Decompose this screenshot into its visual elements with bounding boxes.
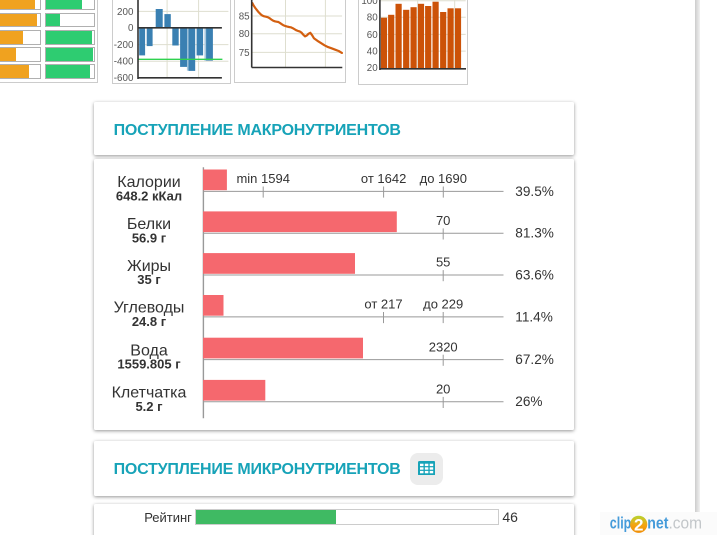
svg-text:56.9 г: 56.9 г: [132, 230, 167, 245]
svg-text:70: 70: [436, 213, 450, 228]
svg-text:85: 85: [239, 11, 250, 22]
svg-text:20: 20: [367, 63, 378, 74]
svg-text:100: 100: [362, 0, 379, 7]
svg-text:-200: -200: [113, 40, 133, 51]
svg-text:24.8 г: 24.8 г: [132, 313, 167, 328]
svg-text:2320: 2320: [429, 339, 458, 354]
svg-text:Жиры: Жиры: [127, 257, 171, 274]
svg-text:11.4%: 11.4%: [515, 309, 553, 324]
svg-text:39.5%: 39.5%: [515, 183, 554, 198]
svg-text:clip: clip: [610, 515, 632, 533]
svg-text:200: 200: [117, 7, 134, 18]
svg-text:648.2 кКал: 648.2 кКал: [116, 188, 182, 203]
svg-text:35 г: 35 г: [137, 272, 161, 287]
svg-text:Вода: Вода: [130, 342, 168, 359]
svg-text:1559.805 г: 1559.805 г: [117, 356, 181, 371]
svg-text:-400: -400: [113, 57, 133, 68]
svg-text:5.2 г: 5.2 г: [135, 398, 163, 413]
svg-text:Углеводы: Углеводы: [114, 299, 185, 316]
svg-text:81.3%: 81.3%: [515, 225, 554, 240]
svg-text:0: 0: [128, 23, 134, 34]
svg-text:.com: .com: [669, 515, 703, 533]
svg-text:от 1642: от 1642: [361, 171, 406, 186]
svg-text:до 229: до 229: [423, 296, 463, 311]
svg-text:Клетчатка: Клетчатка: [112, 384, 187, 401]
svg-text:60: 60: [367, 30, 378, 41]
svg-text:Калории: Калории: [117, 174, 180, 191]
svg-text:80: 80: [239, 29, 250, 40]
svg-text:min 1594: min 1594: [236, 171, 289, 186]
svg-text:63.6%: 63.6%: [515, 267, 554, 282]
svg-text:40: 40: [367, 46, 378, 57]
svg-text:2: 2: [634, 515, 643, 534]
svg-text:net: net: [647, 515, 669, 533]
svg-text:55: 55: [436, 254, 450, 269]
svg-text:до 1690: до 1690: [420, 171, 467, 186]
svg-text:от 217: от 217: [364, 296, 402, 311]
svg-text:67.2%: 67.2%: [515, 352, 554, 367]
svg-text:20: 20: [436, 381, 450, 396]
svg-text:-600: -600: [113, 73, 133, 83]
svg-text:Белки: Белки: [127, 216, 171, 233]
svg-text:26%: 26%: [515, 394, 542, 409]
svg-text:80: 80: [367, 13, 378, 24]
svg-text:75: 75: [239, 48, 250, 59]
